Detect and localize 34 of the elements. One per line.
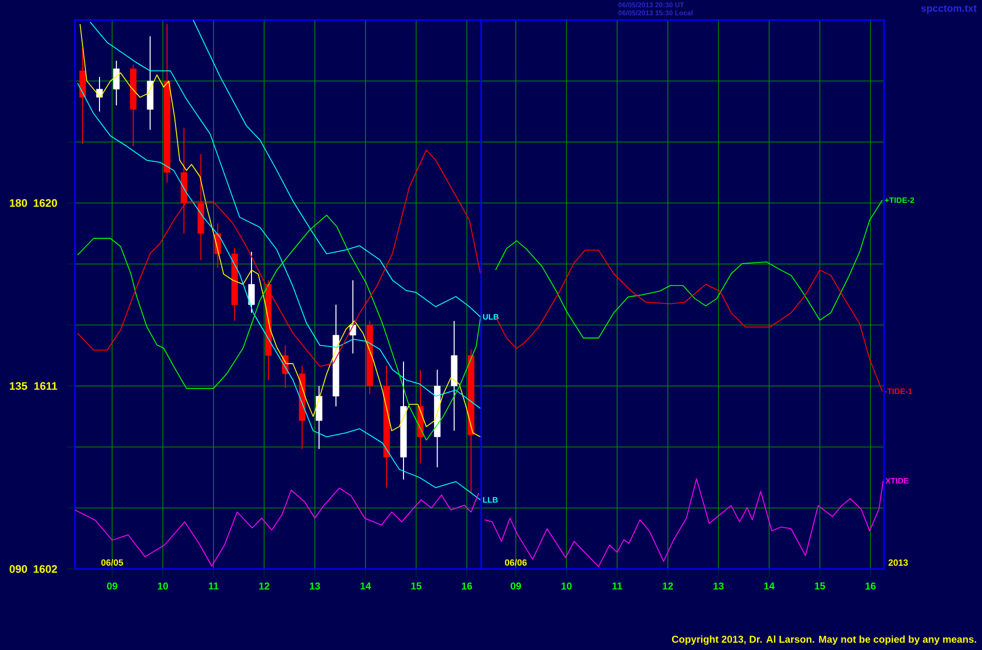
annotation: 06/05 xyxy=(101,559,124,566)
x-tick-label: 12 xyxy=(662,582,673,590)
x-tick-label: 15 xyxy=(411,582,422,590)
y-tick-label: 1611 xyxy=(34,382,58,390)
candlestick xyxy=(350,280,356,354)
y2-tick-label: 090 xyxy=(10,565,28,573)
x-tick-label: 14 xyxy=(360,582,371,590)
line-series xyxy=(74,488,480,567)
candlestick xyxy=(113,60,120,106)
x-tick-label: 12 xyxy=(259,582,270,590)
x-tick-label: 11 xyxy=(612,582,622,590)
x-tick-label: 09 xyxy=(510,582,521,590)
annotation: 06/06 xyxy=(504,559,527,566)
x-tick-label: 13 xyxy=(714,582,724,590)
x-tick-label: 15 xyxy=(814,582,826,590)
x-tick-label: 16 xyxy=(866,582,876,590)
y2-tick-label: 180 xyxy=(10,199,28,207)
x-tick-label: 14 xyxy=(764,582,775,590)
y-tick-label: 1602 xyxy=(34,565,58,573)
line-series xyxy=(77,82,481,500)
text: 2013 xyxy=(888,559,908,566)
line-series xyxy=(192,20,481,318)
candlestick xyxy=(248,251,255,314)
x-tick-label: 13 xyxy=(310,582,320,590)
x-tick-label: 09 xyxy=(107,582,118,590)
x-tick-label: 16 xyxy=(462,582,472,590)
text: spcctom.txt xyxy=(921,5,977,14)
x-tick-label: 10 xyxy=(562,582,572,590)
text: Copyright 2013, Dr. Al Larson. May not be copied by any means. xyxy=(672,635,976,645)
line-series xyxy=(77,214,482,441)
x-tick-label: 11 xyxy=(208,582,218,590)
y-tick-label: 1620 xyxy=(34,199,58,207)
x-tick-label: 10 xyxy=(158,582,168,590)
y2-tick-label: 135 xyxy=(10,382,28,390)
